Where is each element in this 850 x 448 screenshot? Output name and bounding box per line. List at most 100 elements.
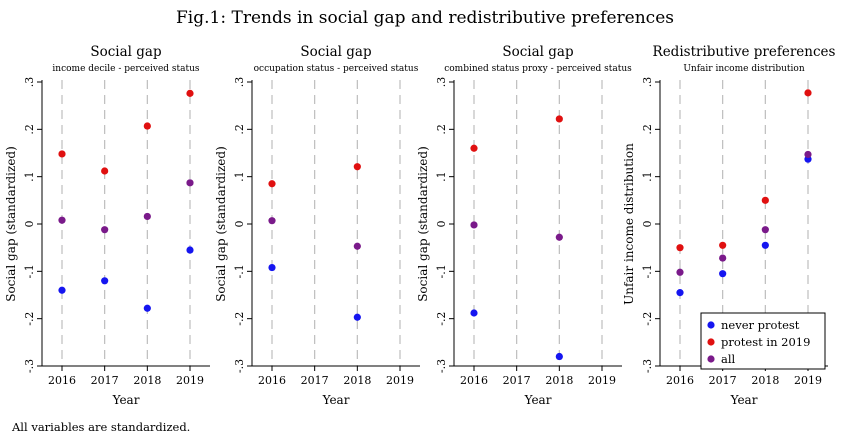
data-point-never-protest: [268, 263, 276, 272]
y-tick-label: .3: [233, 77, 246, 88]
x-tick-label: 2016: [460, 374, 488, 387]
data-point-protest-2019: [719, 241, 727, 249]
data-point-protest-2019: [101, 167, 109, 175]
legend-box: [700, 312, 826, 370]
x-tick-label: 2016: [666, 374, 694, 387]
data-point-protest-2019: [555, 115, 563, 123]
y-tick-label: 0: [435, 221, 448, 228]
panel-subtitle: income decile - perceived status: [52, 64, 200, 74]
data-point-never-protest: [719, 270, 727, 278]
x-tick-label: 2019: [588, 374, 616, 387]
legend-label: protest in 2019: [721, 335, 810, 349]
x-tick-label: 2017: [91, 374, 119, 387]
y-tick-label: -.1: [23, 264, 36, 278]
y-tick-label: -.1: [435, 264, 448, 278]
legend-label: all: [721, 352, 736, 366]
y-tick-label: .3: [641, 77, 654, 88]
x-axis-label: Year: [730, 393, 758, 407]
panel-title: Social gap: [90, 44, 161, 60]
data-point-all: [719, 254, 727, 262]
y-tick-label: -.2: [23, 312, 36, 326]
panel-title: Social gap: [300, 44, 371, 60]
x-tick-label: 2018: [545, 374, 573, 387]
y-tick-label: .1: [435, 171, 448, 182]
data-point-never-protest: [143, 304, 151, 312]
data-point-protest-2019: [804, 89, 812, 97]
y-tick-label: .1: [233, 171, 246, 182]
data-point-never-protest: [470, 309, 478, 317]
data-point-all: [761, 226, 769, 234]
data-point-all: [101, 226, 109, 234]
y-tick-label: -.1: [641, 264, 654, 278]
y-tick-label: .2: [233, 124, 246, 135]
y-axis-label: Social gap (standardized): [4, 146, 18, 302]
data-point-never-protest: [58, 286, 66, 294]
y-tick-label: .1: [641, 171, 654, 182]
y-tick-label: -.3: [435, 359, 448, 373]
y-tick-label: .1: [23, 171, 36, 182]
x-tick-label: 2017: [503, 374, 531, 387]
x-tick-label: 2018: [751, 374, 779, 387]
y-tick-label: -.3: [233, 359, 246, 373]
data-point-all: [143, 212, 151, 221]
y-tick-label: -.3: [23, 359, 36, 373]
y-tick-label: 0: [641, 221, 654, 228]
legend-label: never protest: [721, 318, 800, 332]
data-point-all: [186, 179, 194, 187]
y-tick-label: -.2: [233, 312, 246, 326]
data-point-protest-2019: [353, 163, 361, 171]
legend-marker-never-protest: [707, 321, 715, 329]
data-point-protest-2019: [268, 180, 276, 188]
data-point-never-protest: [676, 289, 684, 297]
data-point-all: [268, 217, 276, 225]
x-tick-label: 2019: [794, 374, 822, 387]
data-point-all: [804, 150, 812, 159]
x-tick-label: 2017: [709, 374, 737, 387]
x-tick-label: 2019: [386, 374, 414, 387]
y-tick-label: .2: [435, 124, 448, 135]
x-tick-label: 2016: [48, 374, 76, 387]
x-axis-label: Year: [524, 393, 552, 407]
y-tick-label: 0: [233, 221, 246, 228]
y-tick-label: -.1: [233, 264, 246, 278]
y-tick-label: -.2: [641, 312, 654, 326]
y-tick-label: -.3: [641, 359, 654, 373]
data-point-protest-2019: [470, 144, 478, 152]
x-tick-label: 2017: [301, 374, 329, 387]
data-point-all: [353, 242, 361, 250]
figure-title: Fig.1: Trends in social gap and redistri…: [176, 8, 674, 28]
data-point-all: [470, 221, 478, 229]
x-axis-label: Year: [322, 393, 350, 407]
x-tick-label: 2016: [258, 374, 286, 387]
panel-title: Social gap: [502, 44, 573, 60]
x-tick-label: 2018: [343, 374, 371, 387]
y-tick-label: -.2: [435, 312, 448, 326]
y-axis-label: Social gap (standardized): [214, 146, 228, 302]
data-point-protest-2019: [186, 89, 194, 97]
data-point-never-protest: [761, 241, 769, 249]
data-point-never-protest: [353, 313, 361, 321]
data-point-all: [555, 233, 563, 241]
y-axis-label: Social gap (standardized): [416, 146, 430, 302]
y-tick-label: .2: [641, 124, 654, 135]
data-point-never-protest: [555, 352, 563, 361]
figure-note: All variables are standardized.: [12, 420, 191, 434]
data-point-all: [676, 268, 684, 276]
y-axis-label: Unfair income distribution: [622, 143, 636, 305]
panel-title: Redistributive preferences: [653, 44, 836, 60]
panel-subtitle: occupation status - perceived status: [254, 64, 419, 74]
data-point-protest-2019: [676, 244, 684, 252]
y-tick-label: 0: [23, 221, 36, 228]
data-point-protest-2019: [58, 150, 66, 158]
legend-marker-protest-2019: [707, 338, 715, 346]
y-tick-label: .3: [435, 77, 448, 88]
panel-subtitle: combined status proxy - perceived status: [444, 64, 632, 74]
y-tick-label: .2: [23, 124, 36, 135]
panel-subtitle: Unfair income distribution: [683, 64, 805, 74]
legend-marker-all: [707, 355, 715, 363]
x-axis-label: Year: [112, 393, 140, 407]
y-tick-label: .3: [23, 77, 36, 88]
data-point-protest-2019: [761, 196, 769, 204]
x-tick-label: 2019: [176, 374, 204, 387]
